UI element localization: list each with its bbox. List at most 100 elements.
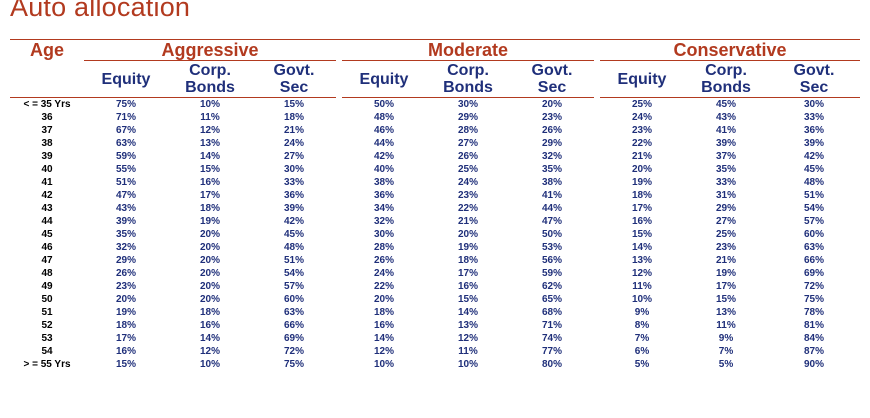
allocation-cell: 11% bbox=[458, 346, 478, 357]
allocation-cell: 57% bbox=[283, 281, 304, 292]
age-cell: 37 bbox=[41, 125, 53, 136]
allocation-cell: 45% bbox=[803, 164, 824, 175]
allocation-cell: 23% bbox=[115, 281, 136, 292]
allocation-cell: 19% bbox=[199, 216, 220, 227]
allocation-cell: 17% bbox=[631, 203, 652, 214]
allocation-cell: 11% bbox=[632, 281, 652, 292]
allocation-cell: 24% bbox=[457, 177, 478, 188]
table-row: 48 26% 20% 54% 24% 17% 59% 12% 19% 69% bbox=[10, 267, 860, 280]
col-header-line1: Corp. bbox=[447, 62, 489, 79]
allocation-cell: 20% bbox=[199, 229, 220, 240]
allocation-cell: 9% bbox=[634, 307, 650, 318]
col-header-line2: Sec bbox=[279, 79, 309, 96]
allocation-cell: 41% bbox=[715, 125, 736, 136]
allocation-cell: 33% bbox=[715, 177, 736, 188]
allocation-cell: 17% bbox=[457, 268, 478, 279]
col-header-conservative-govt-sec: Govt. Sec bbox=[768, 60, 860, 98]
allocation-cell: 16% bbox=[115, 346, 136, 357]
allocation-cell: 12% bbox=[457, 333, 478, 344]
allocation-cell: 63% bbox=[115, 138, 136, 149]
col-header-line2: Bonds bbox=[701, 79, 751, 96]
allocation-cell: 25% bbox=[457, 164, 478, 175]
allocation-cell: 74% bbox=[541, 333, 562, 344]
allocation-cell: 16% bbox=[199, 177, 220, 188]
allocation-cell: 90% bbox=[803, 359, 824, 370]
allocation-cell: 7% bbox=[634, 333, 650, 344]
allocation-cell: 87% bbox=[803, 346, 824, 357]
allocation-cell: 6% bbox=[634, 346, 650, 357]
allocation-cell: 51% bbox=[283, 255, 304, 266]
allocation-cell: 18% bbox=[457, 255, 478, 266]
age-cell: 36 bbox=[41, 112, 53, 123]
allocation-cell: 81% bbox=[803, 320, 824, 331]
allocation-cell: 72% bbox=[283, 346, 304, 357]
allocation-cell: 21% bbox=[283, 125, 304, 136]
allocation-cell: 14% bbox=[199, 333, 220, 344]
allocation-cell: 24% bbox=[631, 112, 652, 123]
col-header-line1: Govt. bbox=[273, 62, 315, 79]
allocation-cell: 20% bbox=[199, 242, 220, 253]
allocation-cell: 35% bbox=[115, 229, 136, 240]
table-row: 54 16% 12% 72% 12% 11% 77% 6% 7% 87% bbox=[10, 345, 860, 358]
allocation-cell: 48% bbox=[803, 177, 824, 188]
allocation-cell: 29% bbox=[115, 255, 136, 266]
allocation-cell: 36% bbox=[373, 190, 394, 201]
allocation-cell: 15% bbox=[283, 99, 304, 110]
allocation-cell: 9% bbox=[718, 333, 734, 344]
allocation-cell: 32% bbox=[541, 151, 562, 162]
age-cell: 54 bbox=[41, 346, 53, 357]
allocation-cell: 35% bbox=[715, 164, 736, 175]
allocation-cell: 71% bbox=[115, 112, 136, 123]
col-header-line1: Corp. bbox=[189, 62, 231, 79]
table-row: 40 55% 15% 30% 40% 25% 35% 20% 35% 45% bbox=[10, 163, 860, 176]
allocation-cell: 30% bbox=[373, 229, 394, 240]
allocation-cell: 5% bbox=[634, 359, 650, 370]
allocation-cell: 36% bbox=[803, 125, 824, 136]
allocation-cell: 55% bbox=[115, 164, 136, 175]
allocation-cell: 18% bbox=[199, 307, 220, 318]
allocation-cell: 13% bbox=[631, 255, 652, 266]
allocation-cell: 14% bbox=[631, 242, 652, 253]
allocation-cell: 13% bbox=[457, 320, 478, 331]
allocation-cell: 63% bbox=[803, 242, 824, 253]
allocation-cell: 21% bbox=[457, 216, 478, 227]
table-row: 53 17% 14% 69% 14% 12% 74% 7% 9% 84% bbox=[10, 332, 860, 345]
allocation-cell: 44% bbox=[541, 203, 562, 214]
allocation-cell: 15% bbox=[631, 229, 652, 240]
allocation-cell: 48% bbox=[283, 242, 304, 253]
allocation-cell: 8% bbox=[634, 320, 650, 331]
allocation-cell: 75% bbox=[115, 99, 136, 110]
table-row: 52 18% 16% 66% 16% 13% 71% 8% 11% 81% bbox=[10, 319, 860, 332]
col-header-line2: Sec bbox=[799, 79, 829, 96]
allocation-cell: 24% bbox=[283, 138, 304, 149]
allocation-cell: 69% bbox=[803, 268, 824, 279]
table-row: 37 67% 12% 21% 46% 28% 26% 23% 41% 36% bbox=[10, 124, 860, 137]
col-header-aggressive-corp-bonds: Corp. Bonds bbox=[168, 60, 252, 98]
allocation-cell: 19% bbox=[631, 177, 652, 188]
allocation-cell: 28% bbox=[457, 125, 478, 136]
allocation-cell: 21% bbox=[631, 151, 652, 162]
table-row: 41 51% 16% 33% 38% 24% 38% 19% 33% 48% bbox=[10, 176, 860, 189]
allocation-cell: 23% bbox=[457, 190, 478, 201]
allocation-cell: 39% bbox=[115, 216, 136, 227]
table-row: 49 23% 20% 57% 22% 16% 62% 11% 17% 72% bbox=[10, 280, 860, 293]
allocation-cell: 10% bbox=[199, 99, 220, 110]
allocation-cell: 66% bbox=[283, 320, 304, 331]
allocation-cell: 7% bbox=[718, 346, 734, 357]
allocation-cell: 20% bbox=[115, 294, 136, 305]
allocation-cell: 39% bbox=[715, 138, 736, 149]
age-header: Age bbox=[10, 40, 84, 98]
allocation-cell: 5% bbox=[718, 359, 734, 370]
allocation-cell: 40% bbox=[373, 164, 394, 175]
allocation-cell: 14% bbox=[457, 307, 478, 318]
allocation-cell: 30% bbox=[803, 99, 824, 110]
col-header-moderate-govt-sec: Govt. Sec bbox=[510, 60, 594, 98]
allocation-cell: 11% bbox=[716, 320, 736, 331]
age-cell: < = 35 Yrs bbox=[23, 99, 71, 110]
age-cell: 47 bbox=[41, 255, 53, 266]
allocation-table: Age Aggressive Moderate Conservative Equ… bbox=[10, 39, 860, 371]
table-row: 50 20% 20% 60% 20% 15% 65% 10% 15% 75% bbox=[10, 293, 860, 306]
allocation-cell: 32% bbox=[373, 216, 394, 227]
allocation-cell: 51% bbox=[115, 177, 136, 188]
allocation-cell: 75% bbox=[283, 359, 304, 370]
